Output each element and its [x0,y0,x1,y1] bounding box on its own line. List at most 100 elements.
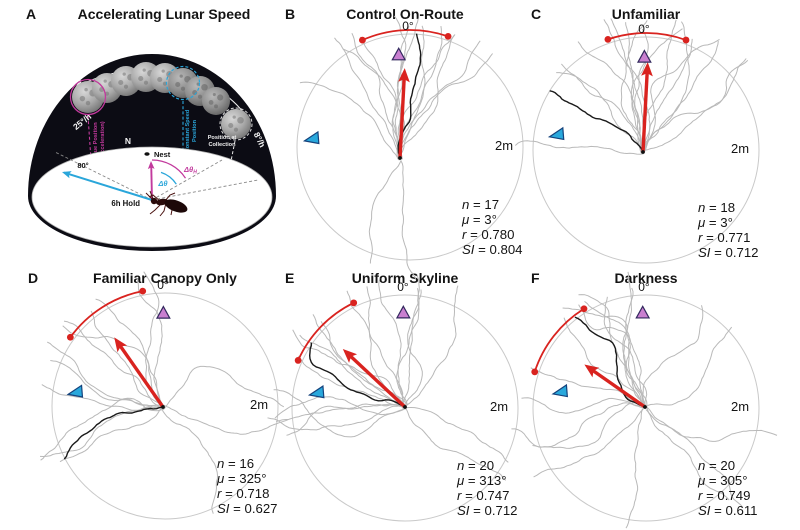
ant-path [561,63,644,152]
panel-letter-c: C [531,6,542,22]
ant-path [267,405,404,431]
ant-icon [145,190,188,217]
true-position-ring [69,78,107,116]
stat-value: = 0.611 [710,503,757,518]
moon-icon [202,87,230,115]
stat-var: μ [461,212,470,227]
ant-path [402,289,422,409]
ci-arc-endpoint [359,36,366,44]
constant-speed-marker [551,383,569,398]
stat-value: = 0.712 [710,245,758,260]
ant-path [63,320,162,409]
ant-path [404,407,507,481]
ant-path [562,307,646,408]
ant-path [397,34,456,158]
ant-path [398,34,456,157]
moon-crater [212,93,216,97]
delta-theta-h-arc [151,159,187,179]
stat-value: = 313° [464,473,506,488]
ant-path [275,403,404,422]
panel-b-plot: 0° 2m n = 17 μ = 3° r = 0.780 SI = 0.804 [296,15,524,280]
ant-path [273,389,407,438]
mean-vector-arrow [118,343,165,408]
ant-path [404,288,423,409]
panel-title-b: Control On-Route [346,6,464,22]
ant-path [346,290,407,408]
focal-ant-path [309,342,406,408]
release-point [161,405,165,409]
ant-path [647,326,733,407]
scale-label: 2m [731,141,749,156]
focal-ant-path [63,406,164,460]
ant-path [625,408,643,529]
ant-path [160,405,218,514]
mean-vector-arrow-head [342,349,358,363]
moon-crater [228,122,234,129]
constant-speed-marker [302,130,320,145]
moon-icon [221,109,251,139]
ant-path [399,53,493,159]
panel-title-f: Darkness [614,270,678,286]
focal-ant-path [549,90,644,153]
stat-var: μ [216,471,225,486]
moon-crater [180,86,186,91]
moon-crater [232,115,236,119]
ant-path [646,405,730,501]
scale-label: 2m [490,399,508,414]
moon-crater [179,74,183,78]
ci-arc-endpoint [682,36,690,44]
constant-speed-marker [307,384,325,399]
moon-crater [79,95,86,102]
zero-degree-label: 0° [157,278,169,292]
moon-crater [214,104,218,109]
true-position-marker [391,46,407,61]
ant-path [634,28,683,151]
heading-ci-arc [69,290,143,338]
ant-path [143,271,164,408]
mean-vector-arrow [641,71,649,153]
moon-crater [233,127,239,132]
ant-path [400,160,417,280]
mean-vector-arrow [398,77,406,159]
stat-value: = 305° [705,473,747,488]
mean-vector-arrow [348,353,407,409]
stat-value: = 0.780 [466,227,514,242]
stat-var: n [217,456,224,471]
panel-title-d: Familiar Canopy Only [93,270,237,286]
stat-var: SI [698,503,711,518]
ant-path [642,38,720,153]
moon-shade [202,87,230,115]
moon-crater [103,79,107,83]
ant-path [292,329,408,409]
arena-circle [532,294,760,522]
ci-arc-endpoint [66,333,74,341]
ant-path [584,301,644,406]
heading-ci-arc [607,32,687,41]
north-label: N [125,136,131,146]
ant-path [397,40,481,159]
ant-path [644,58,747,151]
scale-label: 2m [250,397,268,412]
nest-dot [144,152,150,156]
stat-value: = 3° [705,215,733,230]
ant-path [39,406,166,457]
panel-letter-d: D [28,270,39,286]
arena-circle [291,294,519,522]
moon-crater [122,72,126,76]
stat-value: = 0.747 [461,488,509,503]
ant-path [642,305,704,406]
ant-path [391,25,410,158]
nest-arrow [150,163,153,201]
ant-path [394,18,419,158]
moon-crater [84,87,88,92]
ant-path [514,140,644,155]
focal-ant-path [574,316,646,408]
heading-ci-arc [533,308,585,373]
ant-path [578,304,648,408]
mean-vector-arrow-head [584,364,600,378]
mean-vector-arrow-head [641,62,653,77]
panel-title-a: Accelerating Lunar Speed [77,6,251,22]
ant-path [620,20,648,154]
stat-var: r [462,227,467,242]
collection-label: Position at [208,135,237,141]
